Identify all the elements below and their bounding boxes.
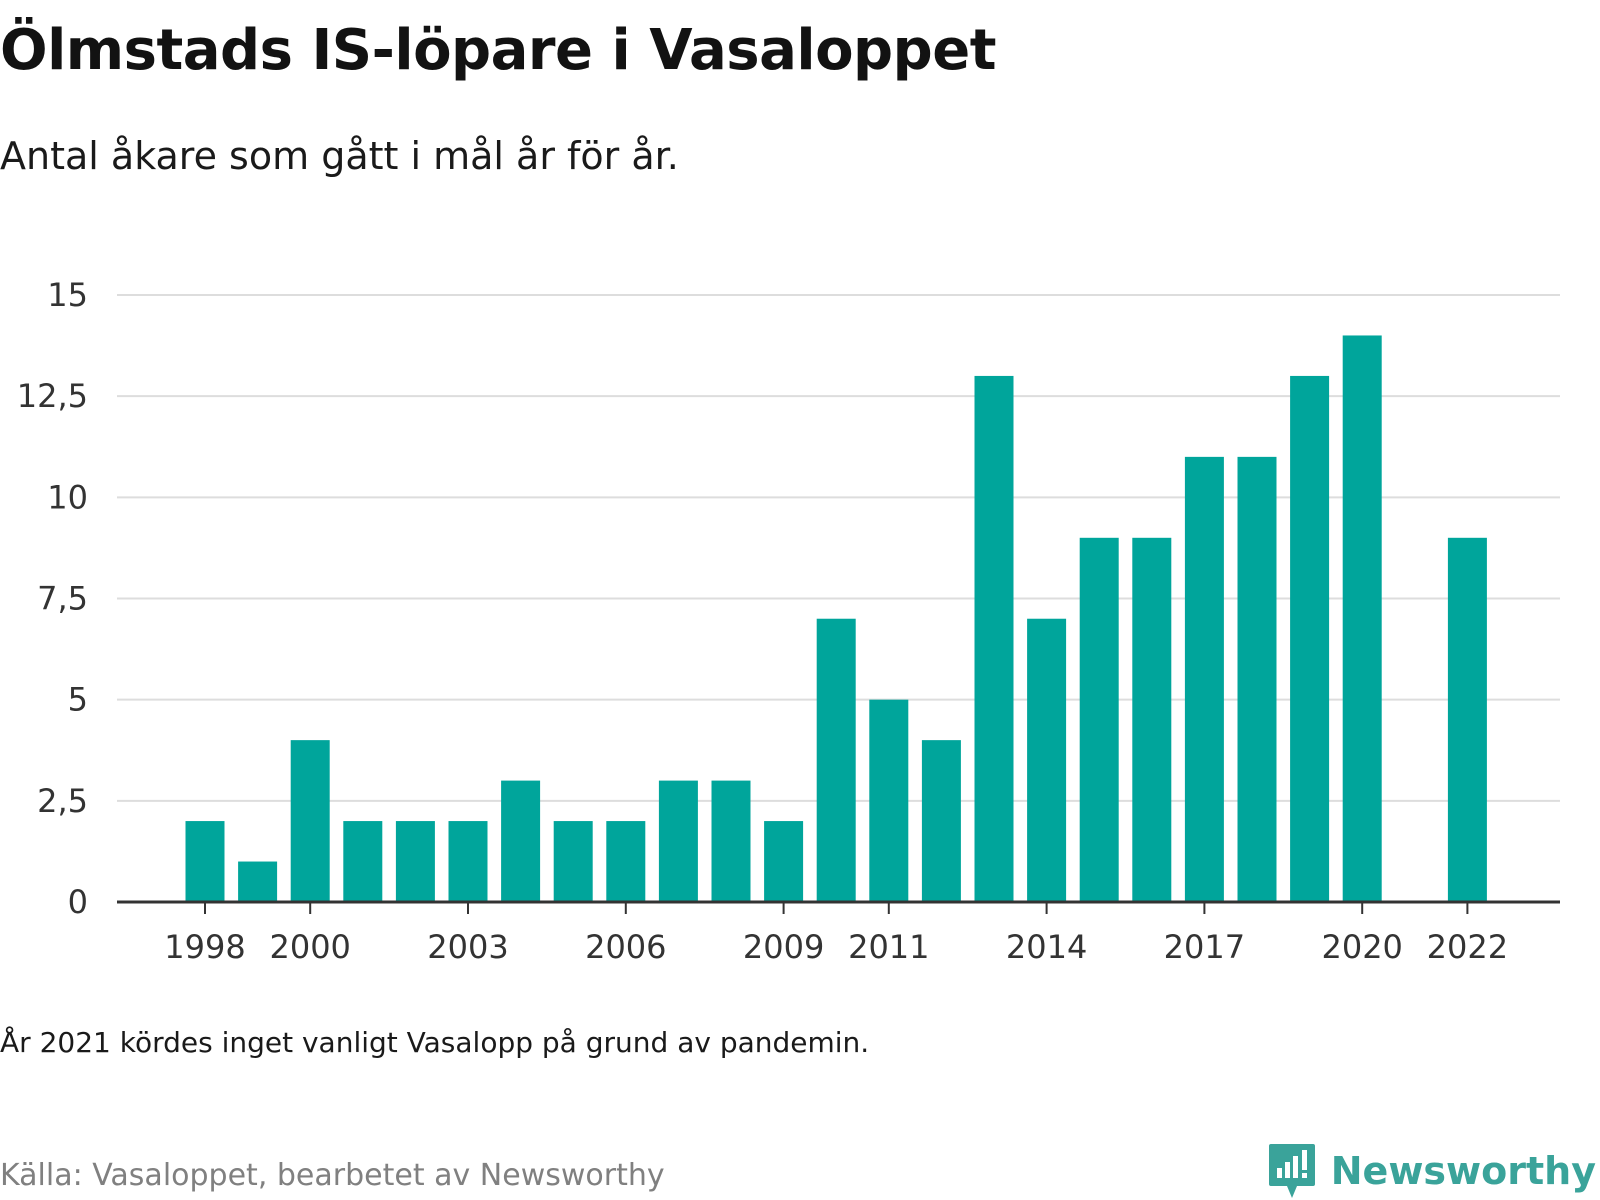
bar-2017 xyxy=(1184,456,1224,902)
bar-2020 xyxy=(1342,335,1382,902)
x-axis-labels: 1998 2000 2003 2006 2009 2011 2014 2017 2020 2022 xyxy=(164,928,1508,966)
bar-2010 xyxy=(816,618,856,902)
x-tick-label: 2017 xyxy=(1164,928,1245,966)
y-tick-label: 15 xyxy=(47,276,88,314)
bar-2016 xyxy=(1132,537,1172,902)
bar-1999 xyxy=(238,861,278,902)
bar-2002 xyxy=(395,821,435,902)
y-tick-label: 0 xyxy=(68,883,88,921)
x-tick-label: 2000 xyxy=(269,928,350,966)
bar-2011 xyxy=(869,699,909,902)
bar-2001 xyxy=(343,821,383,902)
newsworthy-logo-icon xyxy=(1268,1144,1315,1198)
bar-2005 xyxy=(553,821,593,902)
bar-1998 xyxy=(185,821,225,902)
bar-2009 xyxy=(764,821,804,902)
x-tick-label: 1998 xyxy=(164,928,245,966)
x-tick-label: 2003 xyxy=(427,928,508,966)
source-credit: Källa: Vasaloppet, bearbetet av Newswort… xyxy=(0,1158,665,1193)
x-tick-label: 2009 xyxy=(743,928,824,966)
bars xyxy=(185,335,1487,902)
bar-2006 xyxy=(606,821,646,902)
y-tick-label: 12,5 xyxy=(17,377,88,415)
x-tick-label: 2022 xyxy=(1427,928,1508,966)
bar-2000 xyxy=(290,740,330,902)
bar-2014 xyxy=(1027,618,1067,902)
x-tick-label: 2014 xyxy=(1006,928,1087,966)
newsworthy-logo: Newsworthy xyxy=(1267,1142,1596,1200)
x-tick-label: 2011 xyxy=(848,928,929,966)
y-axis-labels: 0 2,5 5 7,5 10 12,5 15 xyxy=(17,276,88,921)
y-tick-label: 2,5 xyxy=(37,782,88,820)
bar-2007 xyxy=(658,780,698,902)
y-tick-label: 10 xyxy=(47,478,88,516)
chart-subtitle: Antal åkare som gått i mål år för år. xyxy=(0,134,679,178)
bar-2015 xyxy=(1079,537,1119,902)
bar-chart: 0 2,5 5 7,5 10 12,5 15 1998 2000 2003 2006 2009 201… xyxy=(17,276,1560,966)
y-tick-label: 5 xyxy=(68,681,88,719)
bar-2019 xyxy=(1290,375,1330,902)
x-axis xyxy=(117,900,1560,914)
newsworthy-logo-text: Newsworthy xyxy=(1330,1149,1596,1193)
x-tick-label: 2020 xyxy=(1321,928,1402,966)
footnote: År 2021 kördes inget vanligt Vasalopp på… xyxy=(0,1026,870,1059)
bar-2012 xyxy=(921,740,961,902)
bar-2003 xyxy=(448,821,488,902)
bar-2022 xyxy=(1447,537,1487,902)
y-tick-label: 7,5 xyxy=(37,580,88,618)
bar-2008 xyxy=(711,780,751,902)
bar-2013 xyxy=(974,375,1014,902)
bar-2018 xyxy=(1237,456,1277,902)
x-tick-label: 2006 xyxy=(585,928,666,966)
bar-2004 xyxy=(501,780,541,902)
chart-title: Ölmstads IS-löpare i Vasaloppet xyxy=(0,18,996,83)
